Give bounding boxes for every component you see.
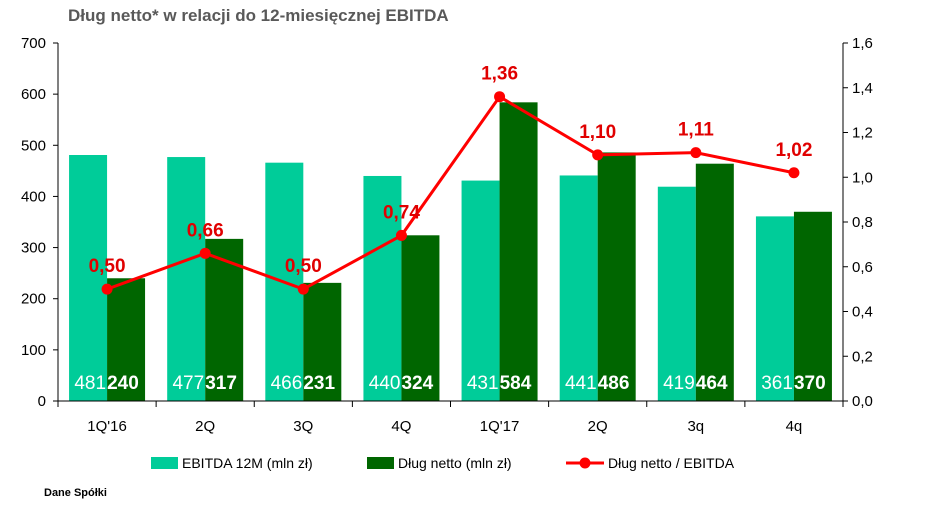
bar-debt bbox=[499, 102, 538, 401]
x-tick-label: 2Q bbox=[588, 418, 608, 435]
ratio-line-layer: 0,50 0,66 0,50 0,74 1,36 1,10 1,11 1,02 bbox=[89, 64, 812, 295]
ratio-label: 0,50 bbox=[89, 256, 126, 277]
bar-ebitda bbox=[461, 180, 500, 401]
bar-label-debt: 464 bbox=[696, 373, 728, 394]
bar-ebitda bbox=[559, 175, 598, 401]
y-right-tick-label: 1,2 bbox=[852, 125, 873, 142]
ratio-label: 1,02 bbox=[775, 140, 812, 161]
ratio-label: 1,36 bbox=[481, 64, 518, 85]
bar-debt bbox=[401, 235, 440, 401]
bar-label-debt: 324 bbox=[401, 373, 433, 394]
chart-title: Dług netto* w relacji do 12-miesięcznej … bbox=[68, 6, 449, 25]
bar-label-ebitda: 441 bbox=[565, 373, 597, 394]
ratio-point bbox=[101, 283, 113, 295]
axes-layer: 0 100 200 300 400 500 600 700 0,0 0,2 0,4 0,6 0,8 1,0… bbox=[21, 35, 873, 435]
ratio-point bbox=[690, 147, 702, 159]
y-right-tick-label: 0,6 bbox=[852, 259, 873, 276]
bar-debt bbox=[695, 163, 734, 401]
y-right-tick-label: 1,4 bbox=[852, 80, 873, 97]
bar-ebitda bbox=[657, 186, 696, 401]
bar-label-debt: 231 bbox=[303, 373, 335, 394]
y-left-tick-label: 0 bbox=[38, 393, 46, 410]
y-left-tick-label: 200 bbox=[21, 291, 46, 308]
bar-ebitda bbox=[755, 216, 794, 401]
ratio-label: 0,74 bbox=[383, 202, 420, 223]
y-left-tick-label: 300 bbox=[21, 240, 46, 257]
ratio-label: 1,11 bbox=[678, 120, 714, 141]
legend-marker-ratio bbox=[579, 457, 591, 469]
bar-debt bbox=[793, 211, 832, 401]
y-right-tick-label: 0,0 bbox=[852, 393, 873, 410]
bar-label-ebitda: 419 bbox=[663, 373, 695, 394]
bar-debt bbox=[597, 152, 636, 401]
y-right-tick-label: 0,2 bbox=[852, 348, 873, 365]
legend-swatch-debt bbox=[367, 457, 394, 469]
legend-label-ratio: Dług netto / EBITDA bbox=[608, 455, 735, 471]
legend-label-debt: Dług netto (mln zł) bbox=[398, 455, 512, 471]
ratio-label: 0,66 bbox=[187, 220, 224, 241]
x-tick-label: 3q bbox=[687, 418, 704, 435]
bar-ebitda bbox=[363, 175, 402, 401]
bar-label-ebitda: 466 bbox=[271, 373, 303, 394]
y-right-tick-label: 1,0 bbox=[852, 169, 873, 186]
bar-ebitda bbox=[69, 155, 108, 401]
ratio-line bbox=[106, 94, 795, 291]
ratio-point bbox=[395, 229, 407, 241]
y-right-tick-label: 0,4 bbox=[852, 304, 873, 321]
ratio-label: 1,10 bbox=[579, 122, 616, 143]
x-tick-label: 2Q bbox=[195, 418, 215, 435]
ratio-point bbox=[199, 247, 211, 259]
bar-label-debt: 486 bbox=[598, 373, 630, 394]
bar-label-ebitda: 481 bbox=[74, 373, 106, 394]
x-tick-label: 4Q bbox=[391, 418, 411, 435]
bar-label-debt: 240 bbox=[107, 373, 139, 394]
bar-label-debt: 370 bbox=[794, 373, 826, 394]
source-note: Dane Spółki bbox=[44, 487, 107, 499]
x-tick-label: 1Q'16 bbox=[87, 418, 127, 435]
bar-label-debt: 317 bbox=[205, 373, 237, 394]
y-left-tick-label: 500 bbox=[21, 137, 46, 154]
y-right-tick-label: 0,8 bbox=[852, 214, 873, 231]
bar-label-ebitda: 431 bbox=[467, 373, 499, 394]
y-left-tick-label: 100 bbox=[21, 342, 46, 359]
x-tick-label: 3Q bbox=[293, 418, 313, 435]
bar-label-ebitda: 361 bbox=[761, 373, 793, 394]
y-right-tick-label: 1,6 bbox=[852, 35, 873, 52]
ratio-point bbox=[494, 91, 506, 103]
ratio-point bbox=[297, 283, 309, 295]
x-tick-label: 1Q'17 bbox=[480, 418, 520, 435]
bar-debt bbox=[303, 282, 342, 401]
legend-label-ebitda: EBITDA 12M (mln zł) bbox=[182, 455, 313, 471]
y-left-tick-label: 600 bbox=[21, 86, 46, 103]
bar-label-ebitda: 440 bbox=[369, 373, 401, 394]
legend: EBITDA 12M (mln zł) Dług netto (mln zł) Dł… bbox=[151, 455, 735, 471]
x-tick-label: 4q bbox=[786, 418, 803, 435]
bar-ebitda bbox=[167, 157, 206, 401]
y-left-tick-label: 700 bbox=[21, 35, 46, 52]
ratio-point bbox=[592, 149, 604, 161]
bar-label-debt: 584 bbox=[500, 373, 532, 394]
bar-label-ebitda: 477 bbox=[172, 373, 204, 394]
ratio-point bbox=[788, 167, 800, 179]
ratio-label: 0,50 bbox=[285, 256, 322, 277]
bars-layer: 481 240 477 317 466 231 440 324 431 584 441 486 419 4… bbox=[69, 102, 832, 401]
y-left-tick-label: 400 bbox=[21, 188, 46, 205]
legend-swatch-ebitda bbox=[151, 457, 178, 469]
bar-debt bbox=[107, 278, 146, 401]
